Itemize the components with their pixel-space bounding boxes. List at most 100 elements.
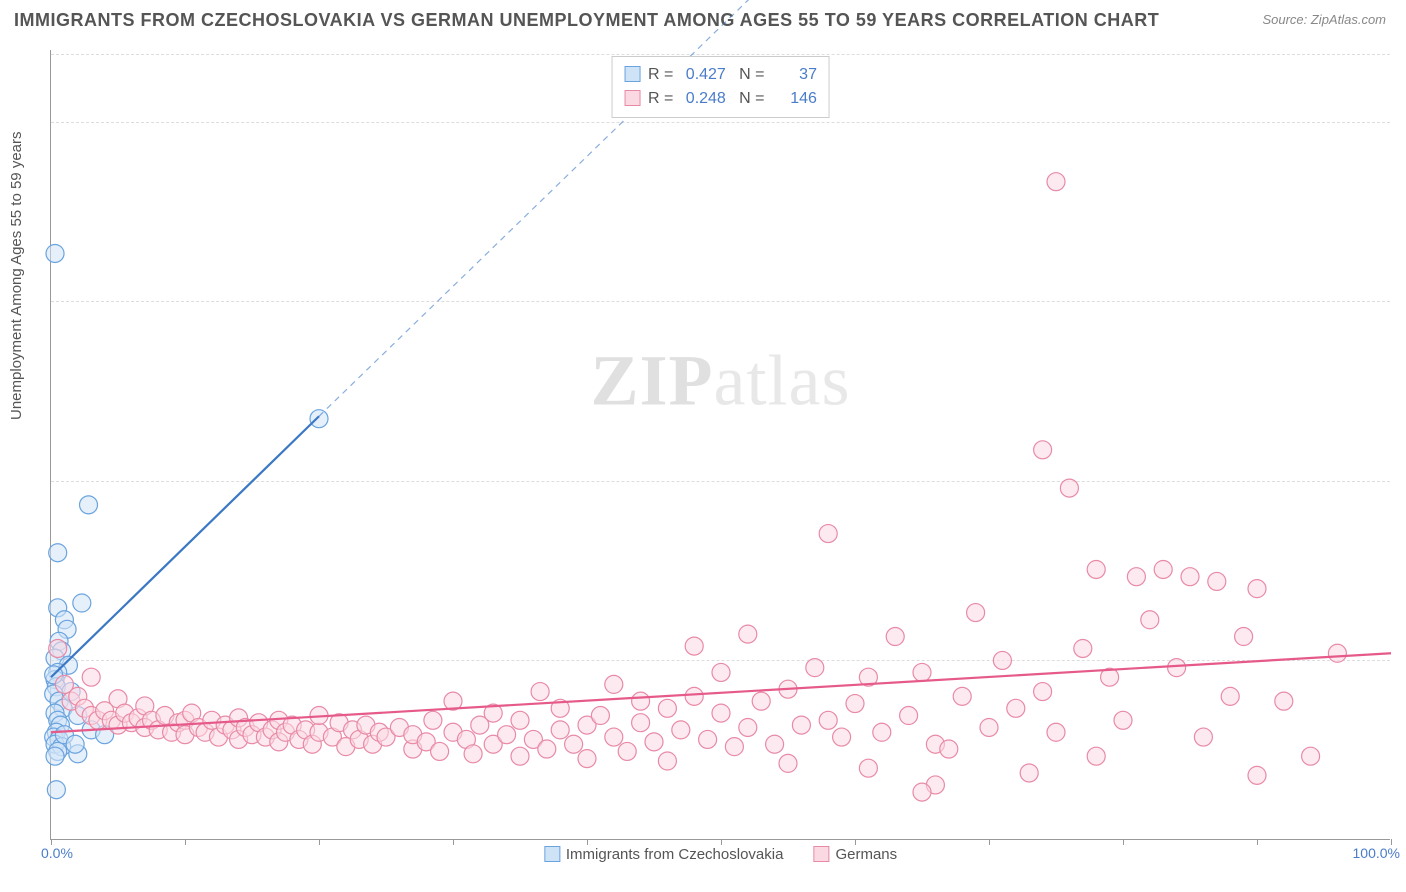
data-point xyxy=(1221,687,1239,705)
data-point xyxy=(739,718,757,736)
data-point xyxy=(658,752,676,770)
data-point xyxy=(886,628,904,646)
data-point xyxy=(859,759,877,777)
data-point xyxy=(578,750,596,768)
data-point xyxy=(1007,699,1025,717)
data-point xyxy=(792,716,810,734)
data-point xyxy=(672,721,690,739)
data-point xyxy=(980,718,998,736)
plot-area: ZIPatlas 7.5%15.0%22.5%30.0% R = 0.427 N… xyxy=(50,50,1390,840)
legend-swatch xyxy=(544,846,560,862)
stats-row: R = 0.427 N = 37 xyxy=(624,63,817,87)
data-point xyxy=(431,742,449,760)
data-point xyxy=(591,707,609,725)
data-point xyxy=(82,668,100,686)
data-point xyxy=(49,639,67,657)
data-point xyxy=(873,723,891,741)
data-point xyxy=(1087,747,1105,765)
y-axis-label: Unemployment Among Ages 55 to 59 years xyxy=(8,131,25,420)
data-point xyxy=(1047,723,1065,741)
scatter-svg xyxy=(51,50,1390,839)
stat-n-value: 146 xyxy=(769,87,817,111)
data-point xyxy=(310,410,328,428)
data-point xyxy=(1208,572,1226,590)
data-point xyxy=(538,740,556,758)
data-point xyxy=(712,663,730,681)
data-point xyxy=(1060,479,1078,497)
data-point xyxy=(1087,560,1105,578)
data-point xyxy=(913,783,931,801)
data-point xyxy=(685,687,703,705)
data-point xyxy=(46,244,64,262)
data-point xyxy=(49,544,67,562)
data-point xyxy=(685,637,703,655)
data-point xyxy=(1047,173,1065,191)
data-point xyxy=(80,496,98,514)
data-point xyxy=(766,735,784,753)
data-point xyxy=(699,730,717,748)
stats-legend-box: R = 0.427 N = 37R = 0.248 N = 146 xyxy=(611,56,830,118)
data-point xyxy=(47,781,65,799)
data-point xyxy=(779,754,797,772)
data-point xyxy=(953,687,971,705)
data-point xyxy=(846,695,864,713)
x-tick-max: 100.0% xyxy=(1353,845,1400,861)
data-point xyxy=(1328,644,1346,662)
data-point xyxy=(806,659,824,677)
data-point xyxy=(1154,560,1172,578)
data-point xyxy=(819,525,837,543)
bottom-legend: Immigrants from Czechoslovakia Germans xyxy=(544,846,897,863)
stat-label: N = xyxy=(726,90,769,107)
data-point xyxy=(1248,580,1266,598)
data-point xyxy=(1235,628,1253,646)
legend-swatch xyxy=(624,66,640,82)
data-point xyxy=(66,735,84,753)
data-point xyxy=(632,692,650,710)
data-point xyxy=(993,651,1011,669)
legend-label: Immigrants from Czechoslovakia xyxy=(566,846,784,863)
data-point xyxy=(1074,639,1092,657)
data-point xyxy=(900,707,918,725)
data-point xyxy=(1181,568,1199,586)
data-point xyxy=(1034,441,1052,459)
data-point xyxy=(1275,692,1293,710)
legend-swatch xyxy=(624,90,640,106)
data-point xyxy=(1141,611,1159,629)
data-point xyxy=(833,728,851,746)
data-point xyxy=(498,726,516,744)
stat-n-value: 37 xyxy=(769,63,817,87)
data-point xyxy=(967,604,985,622)
data-point xyxy=(1020,764,1038,782)
stat-r-value: 0.248 xyxy=(678,87,726,111)
stats-row: R = 0.248 N = 146 xyxy=(624,87,817,111)
legend-item: Germans xyxy=(813,846,897,863)
x-tick-min: 0.0% xyxy=(41,845,73,861)
data-point xyxy=(712,704,730,722)
stat-label: R = xyxy=(648,66,678,83)
source-label: Source: ZipAtlas.com xyxy=(1262,12,1386,27)
data-point xyxy=(752,692,770,710)
data-point xyxy=(46,747,64,765)
data-point xyxy=(913,663,931,681)
data-point xyxy=(632,714,650,732)
legend-swatch xyxy=(813,846,829,862)
data-point xyxy=(940,740,958,758)
chart-title: IMMIGRANTS FROM CZECHOSLOVAKIA VS GERMAN… xyxy=(14,10,1159,31)
legend-item: Immigrants from Czechoslovakia xyxy=(544,846,784,863)
data-point xyxy=(645,733,663,751)
data-point xyxy=(511,747,529,765)
data-point xyxy=(605,728,623,746)
data-point xyxy=(1168,659,1186,677)
stat-label: N = xyxy=(726,66,769,83)
stat-label: R = xyxy=(648,90,678,107)
data-point xyxy=(464,745,482,763)
data-point xyxy=(531,683,549,701)
data-point xyxy=(565,735,583,753)
data-point xyxy=(725,738,743,756)
data-point xyxy=(551,721,569,739)
data-point xyxy=(605,675,623,693)
data-point xyxy=(511,711,529,729)
data-point xyxy=(819,711,837,729)
data-point xyxy=(424,711,442,729)
data-point xyxy=(1248,766,1266,784)
